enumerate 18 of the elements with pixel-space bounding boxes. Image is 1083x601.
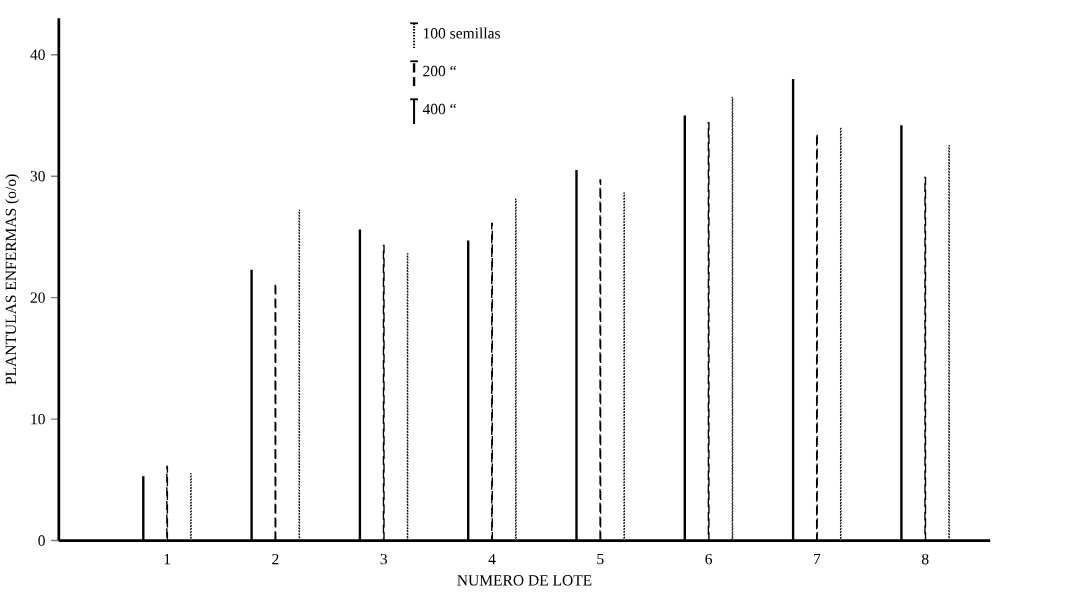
y-tick-label: 0 bbox=[38, 535, 45, 546]
x-tick-label: 7 bbox=[814, 553, 821, 565]
x-axis-title: NUMERO DE LOTE bbox=[457, 575, 592, 586]
legend-label: 100 semillas bbox=[423, 27, 500, 39]
legend-label: 200 “ bbox=[423, 65, 456, 77]
x-tick-label: 1 bbox=[164, 553, 171, 565]
legend-label: 400 “ bbox=[422, 103, 456, 115]
y-tick-label: 30 bbox=[30, 171, 45, 182]
x-tick-label: 6 bbox=[705, 553, 713, 565]
x-tick-label: 8 bbox=[921, 554, 929, 565]
x-tick-label: 3 bbox=[380, 553, 388, 565]
x-tick-label: 4 bbox=[488, 553, 496, 565]
x-tick-label: 2 bbox=[272, 553, 279, 565]
x-tick-label: 5 bbox=[597, 553, 604, 565]
y-tick-label: 10 bbox=[31, 413, 45, 425]
y-axis-title: PLANTULAS ENFERMAS (o/o) bbox=[5, 174, 20, 385]
y-tick-label: 20 bbox=[30, 292, 45, 303]
y-tick-label: 40 bbox=[30, 49, 45, 60]
